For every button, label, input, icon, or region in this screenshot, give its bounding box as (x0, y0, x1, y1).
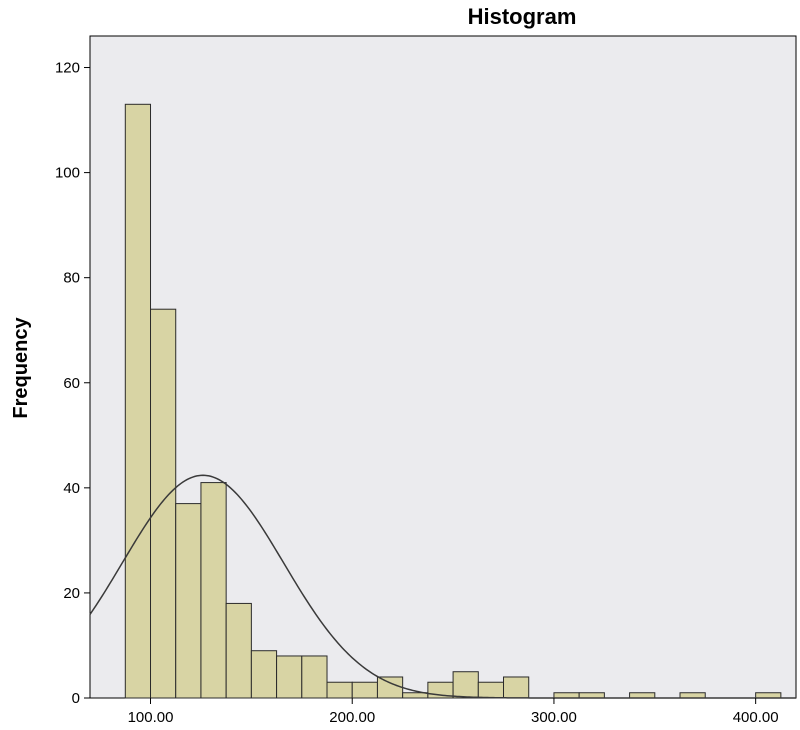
y-axis-label: Frequency (10, 317, 32, 419)
x-tick-label: 300.00 (531, 709, 577, 726)
histogram-bar (326, 681, 353, 699)
y-tick-label: 60 (63, 375, 80, 392)
y-tick-label: 100 (55, 165, 80, 182)
histogram-bar (175, 503, 202, 699)
histogram-bar (150, 308, 177, 699)
chart-title: Histogram (468, 4, 577, 29)
histogram-bar (301, 655, 328, 699)
histogram-bar (477, 681, 505, 699)
y-tick-label: 80 (63, 270, 80, 287)
y-axis: 0 20 40 60 80 100 120 (55, 60, 90, 707)
histogram-bar (553, 692, 580, 699)
histogram-bar (200, 482, 227, 699)
histogram-bar (503, 676, 530, 699)
histogram-bar (124, 103, 152, 699)
normal-curve (89, 474, 796, 699)
histogram-bar (250, 650, 278, 699)
histogram-bar (755, 692, 782, 699)
y-tick-label: 20 (63, 585, 80, 602)
histogram-bar (679, 692, 706, 699)
y-tick-label: 40 (63, 480, 80, 497)
histogram-bar (225, 602, 252, 699)
y-tick-label: 120 (55, 60, 80, 77)
y-tick-label: 0 (72, 690, 80, 707)
histogram-bar (351, 681, 378, 699)
histogram-bar (629, 692, 656, 699)
histogram-bar (578, 692, 605, 699)
x-tick-label: 400.00 (733, 709, 779, 726)
x-tick-label: 200.00 (329, 709, 375, 726)
x-tick-label: 100.00 (128, 709, 174, 726)
histogram-bar (452, 671, 479, 699)
bars-group (124, 103, 782, 699)
histogram-bar (376, 676, 404, 699)
x-axis: 100.00 200.00 300.00 400.00 (128, 698, 779, 726)
histogram-bar (276, 655, 303, 699)
